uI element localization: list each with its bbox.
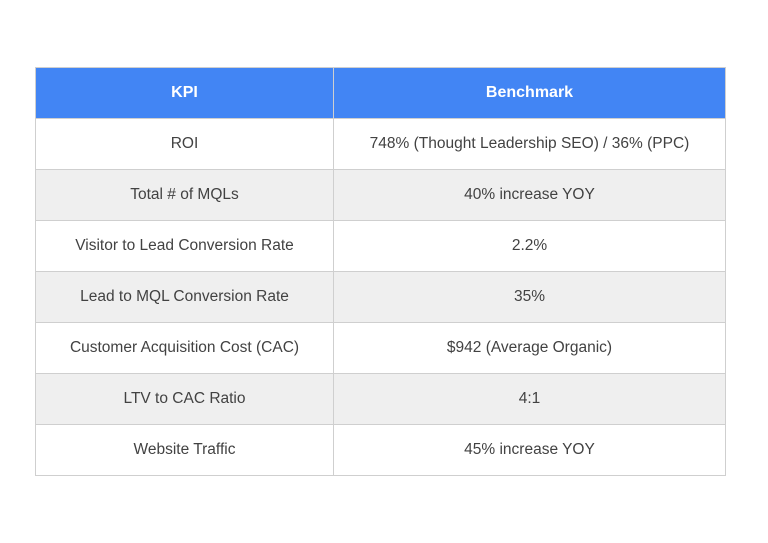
table-body: ROI 748% (Thought Leadership SEO) / 36% …	[35, 118, 726, 476]
benchmark-cell: 4:1	[333, 373, 726, 425]
kpi-benchmark-table: KPI Benchmark ROI 748% (Thought Leadersh…	[35, 67, 726, 476]
table-row: Customer Acquisition Cost (CAC) $942 (Av…	[35, 322, 726, 374]
table-header: KPI Benchmark	[35, 67, 726, 119]
kpi-cell: Total # of MQLs	[35, 169, 334, 221]
kpi-cell: Visitor to Lead Conversion Rate	[35, 220, 334, 272]
benchmark-cell: $942 (Average Organic)	[333, 322, 726, 374]
benchmark-cell: 45% increase YOY	[333, 424, 726, 476]
kpi-cell: Lead to MQL Conversion Rate	[35, 271, 334, 323]
header-row: KPI Benchmark	[35, 67, 726, 119]
benchmark-cell: 748% (Thought Leadership SEO) / 36% (PPC…	[333, 118, 726, 170]
table-row: Website Traffic 45% increase YOY	[35, 424, 726, 476]
kpi-cell: Customer Acquisition Cost (CAC)	[35, 322, 334, 374]
table-row: Total # of MQLs 40% increase YOY	[35, 169, 726, 221]
table-row: Lead to MQL Conversion Rate 35%	[35, 271, 726, 323]
benchmark-cell: 40% increase YOY	[333, 169, 726, 221]
kpi-cell: LTV to CAC Ratio	[35, 373, 334, 425]
header-benchmark: Benchmark	[333, 67, 726, 119]
benchmark-cell: 2.2%	[333, 220, 726, 272]
table-row: ROI 748% (Thought Leadership SEO) / 36% …	[35, 118, 726, 170]
kpi-cell: ROI	[35, 118, 334, 170]
kpi-cell: Website Traffic	[35, 424, 334, 476]
benchmark-cell: 35%	[333, 271, 726, 323]
table-row: LTV to CAC Ratio 4:1	[35, 373, 726, 425]
header-kpi: KPI	[35, 67, 334, 119]
table-row: Visitor to Lead Conversion Rate 2.2%	[35, 220, 726, 272]
